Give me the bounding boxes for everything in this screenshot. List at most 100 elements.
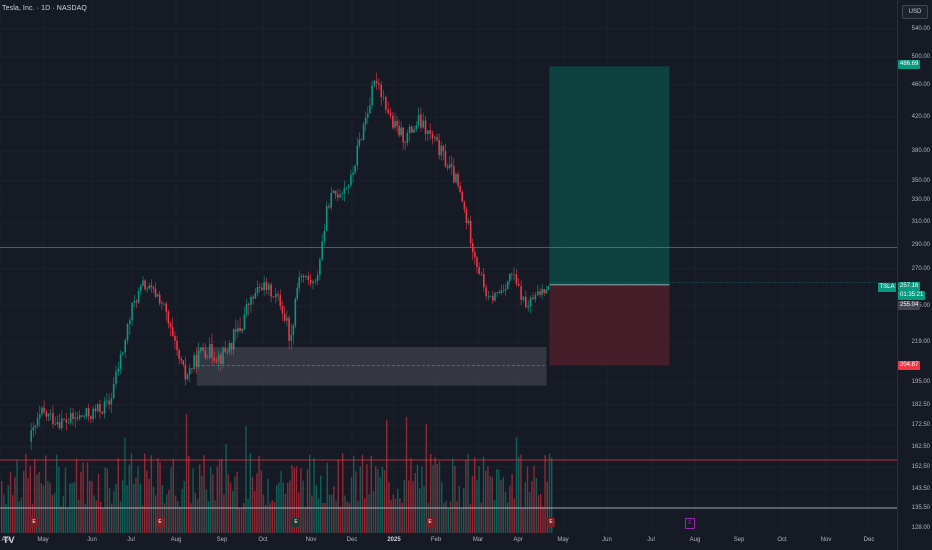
- volume-bar: [188, 455, 190, 533]
- candle-body: [465, 209, 468, 223]
- volume-bar: [425, 424, 427, 533]
- volume-bar: [218, 460, 221, 533]
- volume-bar: [423, 486, 425, 533]
- candle-body: [224, 348, 226, 352]
- date-tick-label: Nov: [305, 537, 317, 543]
- volume-bar: [381, 466, 383, 533]
- candle-body: [485, 287, 487, 297]
- volume-bar: [546, 481, 548, 533]
- volume-bar: [392, 494, 394, 533]
- candle-body: [455, 174, 457, 183]
- volume-bar: [337, 460, 339, 533]
- volume-bar: [256, 473, 258, 533]
- candlestick-chart[interactable]: [0, 0, 897, 550]
- volume-bar: [452, 458, 454, 533]
- countdown-tag: 01:35:21: [898, 291, 926, 300]
- earnings-marker-icon[interactable]: E: [426, 518, 434, 527]
- date-tick-label: Oct: [258, 537, 268, 543]
- candle-body: [506, 281, 509, 290]
- candle-body: [415, 125, 418, 130]
- candle-body: [453, 166, 455, 183]
- price-tick-label: 500.00: [911, 54, 930, 60]
- volume-bar: [194, 492, 196, 533]
- volume-bar: [405, 416, 408, 533]
- tradingview-logo-icon[interactable]: TV: [3, 535, 15, 545]
- volume-bar: [179, 506, 181, 533]
- candle-body: [220, 354, 222, 364]
- date-tick-label: Aug: [170, 537, 182, 543]
- candle-body: [247, 303, 250, 305]
- volume-bar: [3, 494, 5, 533]
- earnings-marker-icon[interactable]: E: [156, 518, 164, 527]
- volume-bar: [430, 453, 432, 533]
- volume-bar: [412, 481, 414, 533]
- volume-bar: [414, 472, 416, 533]
- candle-body: [263, 282, 265, 291]
- price-tick-label: 290.00: [911, 242, 930, 248]
- currency-button[interactable]: USD: [902, 5, 928, 19]
- price-tick-label: 270.00: [911, 266, 930, 272]
- volume-bar: [388, 482, 390, 533]
- candle-body: [38, 414, 41, 419]
- volume-bar: [454, 466, 456, 533]
- price-axis[interactable]: USD 540.00 500.00 460.00 420.00 380.00 350.00…: [897, 0, 932, 550]
- volume-bar: [212, 474, 214, 533]
- volume-bar: [236, 471, 238, 533]
- candle-body: [345, 187, 348, 189]
- candle-body: [321, 241, 323, 260]
- candle-body: [152, 287, 155, 289]
- volume-bar: [232, 491, 234, 533]
- candle-body: [534, 295, 537, 300]
- volume-bar: [210, 467, 212, 533]
- candle-body: [469, 220, 472, 244]
- candle-body: [245, 303, 248, 315]
- volume-bar: [434, 457, 436, 533]
- candle-body: [448, 164, 451, 168]
- chart-pane[interactable]: Tesla, Inc. · 1D · NASDAQ E E E E E E Apr May J…: [0, 0, 897, 550]
- candle-body: [72, 413, 74, 419]
- volume-bar: [67, 507, 69, 533]
- candle-body: [392, 115, 394, 128]
- candle-body: [163, 303, 165, 305]
- price-tick-label: 420.00: [911, 114, 930, 120]
- volume-bar: [443, 502, 445, 533]
- volume-bar: [515, 437, 518, 533]
- volume-bar: [271, 500, 273, 533]
- candle-body: [389, 112, 392, 116]
- volume-bar: [399, 498, 401, 533]
- volume-bar: [467, 454, 469, 533]
- candle-body: [476, 257, 478, 267]
- candle-body: [474, 252, 476, 258]
- candle-body: [314, 281, 317, 282]
- volume-bar: [333, 486, 335, 533]
- volume-bar: [438, 461, 441, 533]
- earnings-marker-icon[interactable]: E: [292, 518, 300, 527]
- volume-bar: [421, 466, 423, 533]
- earnings-marker-icon[interactable]: E: [685, 518, 695, 529]
- volume-bar: [128, 464, 130, 533]
- volume-bar: [130, 453, 133, 533]
- volume-bar: [293, 467, 295, 533]
- candle-body: [517, 283, 520, 287]
- volume-bar: [172, 458, 174, 533]
- date-tick-label: Apr: [1, 537, 11, 543]
- date-tick-label: Aug: [689, 537, 701, 543]
- volume-bar: [86, 462, 89, 533]
- volume-bar: [141, 505, 144, 533]
- candle-body: [208, 344, 211, 358]
- volume-bar: [1, 481, 3, 533]
- earnings-marker-icon[interactable]: E: [547, 518, 555, 527]
- volume-bar: [394, 498, 397, 533]
- candle-body: [352, 172, 354, 175]
- volume-bar: [203, 455, 205, 533]
- volume-bar: [84, 503, 86, 533]
- candle-body: [94, 408, 97, 412]
- candle-body: [545, 289, 548, 294]
- candle-body: [319, 259, 321, 276]
- candle-body: [215, 360, 218, 362]
- candle-body: [431, 133, 434, 139]
- volume-bar: [482, 456, 485, 533]
- earnings-marker-icon[interactable]: E: [30, 518, 38, 527]
- candle-body: [167, 311, 170, 324]
- volume-bar: [260, 470, 262, 533]
